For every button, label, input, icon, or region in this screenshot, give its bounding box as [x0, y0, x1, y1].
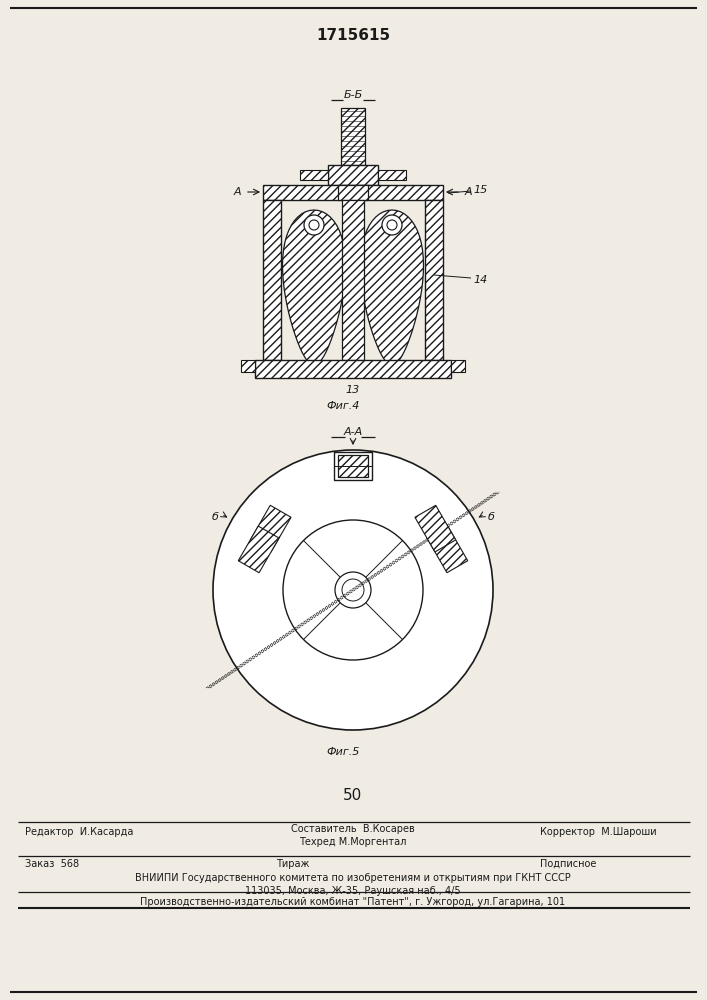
Polygon shape	[263, 200, 281, 360]
Text: А-А: А-А	[344, 427, 363, 437]
Bar	[378, 170, 406, 180]
Circle shape	[304, 215, 324, 235]
Circle shape	[283, 520, 423, 660]
Polygon shape	[427, 526, 468, 573]
Bar	[241, 360, 255, 372]
Circle shape	[382, 215, 402, 235]
Text: А: А	[233, 187, 241, 197]
Polygon shape	[425, 200, 443, 360]
Text: Фиг.5: Фиг.5	[327, 747, 360, 757]
Text: Б-Б: Б-Б	[344, 90, 363, 100]
Text: Техред М.Моргентал: Техред М.Моргентал	[299, 837, 407, 847]
Text: Корректор  М.Шароши: Корректор М.Шароши	[540, 827, 657, 837]
Circle shape	[213, 450, 493, 730]
Polygon shape	[250, 505, 291, 552]
Text: Фиг.4: Фиг.4	[327, 401, 360, 411]
Text: 13: 13	[346, 385, 360, 395]
Text: 14: 14	[473, 275, 487, 285]
Text: 50: 50	[344, 788, 363, 802]
Text: 1715615: 1715615	[316, 27, 390, 42]
Polygon shape	[283, 210, 346, 365]
Text: ВНИИПИ Государственного комитета по изобретениям и открытиям при ГКНТ СССР: ВНИИПИ Государственного комитета по изоб…	[135, 873, 571, 883]
Circle shape	[309, 220, 319, 230]
Text: Тираж: Тираж	[276, 859, 310, 869]
Text: Составитель  В.Косарев: Составитель В.Косарев	[291, 824, 415, 834]
Bar	[338, 455, 368, 477]
Bar	[451, 360, 465, 372]
Bar	[342, 200, 364, 360]
Bar	[328, 165, 378, 185]
Polygon shape	[415, 505, 456, 552]
Polygon shape	[238, 526, 279, 573]
Bar	[341, 108, 365, 165]
Text: Производственно-издательский комбинат "Патент", г. Ужгород, ул.Гагарина, 101: Производственно-издательский комбинат "П…	[141, 897, 566, 907]
Bar	[300, 170, 328, 180]
Circle shape	[335, 572, 371, 608]
Text: Заказ  568: Заказ 568	[25, 859, 79, 869]
Text: 113035, Москва, Ж-35, Раушская наб., 4/5: 113035, Москва, Ж-35, Раушская наб., 4/5	[245, 886, 461, 896]
Text: А: А	[465, 187, 472, 197]
Text: б: б	[487, 512, 494, 522]
Polygon shape	[361, 210, 423, 365]
Bar	[338, 185, 368, 200]
Text: б: б	[212, 512, 218, 522]
Circle shape	[387, 220, 397, 230]
Bar	[255, 360, 451, 378]
Text: 15: 15	[473, 185, 487, 195]
Circle shape	[342, 579, 364, 601]
Text: Редактор  И.Касарда: Редактор И.Касарда	[25, 827, 134, 837]
Bar	[334, 452, 372, 480]
Text: Подписное: Подписное	[540, 859, 597, 869]
Bar	[263, 185, 443, 200]
